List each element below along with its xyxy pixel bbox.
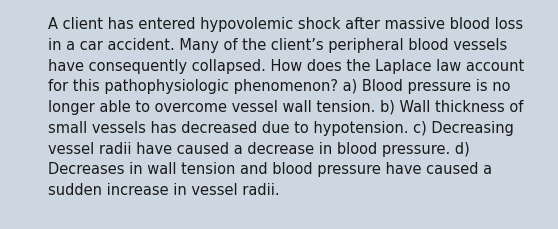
Text: A client has entered hypovolemic shock after massive blood loss
in a car acciden: A client has entered hypovolemic shock a… <box>48 17 525 197</box>
